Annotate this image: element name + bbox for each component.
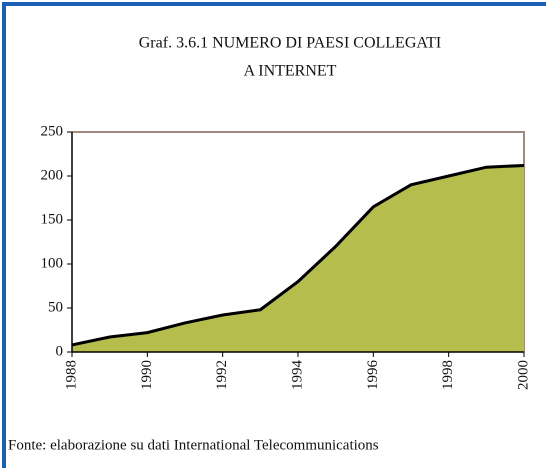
- x-tick-label: 2000: [515, 360, 531, 390]
- y-tick-label: 200: [41, 167, 64, 183]
- area: [72, 165, 524, 352]
- x-tick-label: 1990: [139, 360, 155, 390]
- chart-title: Graf. 3.6.1 NUMERO DI PAESI COLLEGATI: [139, 35, 442, 52]
- x-tick-label: 1988: [63, 360, 79, 390]
- y-tick-label: 150: [41, 211, 64, 227]
- y-tick-label: 0: [56, 343, 64, 359]
- y-tick-label: 100: [41, 255, 64, 271]
- line: [71, 163, 525, 347]
- x-tick-label: 1998: [440, 360, 456, 390]
- chart-title: A INTERNET: [244, 63, 337, 80]
- x-tick-label: 1992: [214, 360, 230, 390]
- x-tick-label: 1994: [289, 360, 305, 391]
- source-note: Fonte: elaborazione su dati Internationa…: [8, 437, 379, 453]
- y-tick-label: 250: [41, 123, 64, 139]
- y-tick-label: 50: [48, 299, 63, 315]
- x-tick-label: 1996: [365, 360, 381, 391]
